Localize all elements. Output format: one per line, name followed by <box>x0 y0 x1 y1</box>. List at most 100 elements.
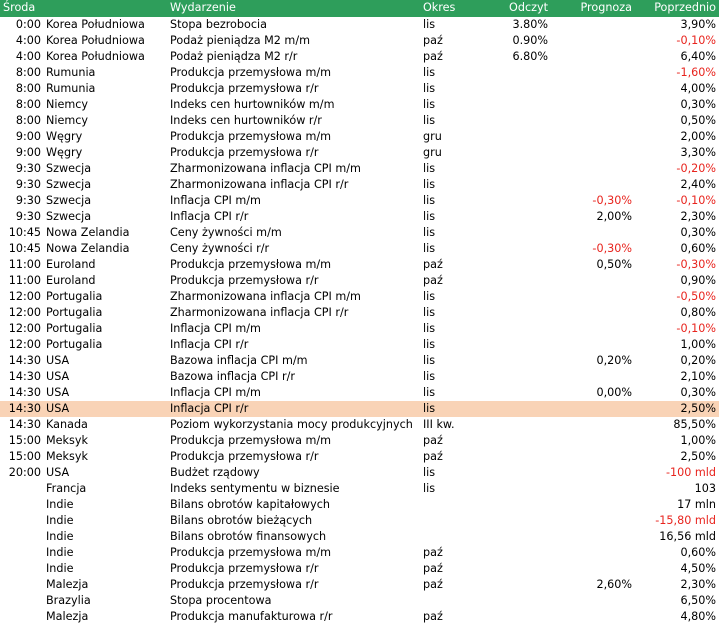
table-row[interactable]: 10:45 Nowa Zelandia Ceny żywności r/r lis -0… <box>0 241 719 257</box>
table-row[interactable]: Indie Bilans obrotów bieżących -15,80 mld <box>0 513 719 529</box>
table-row[interactable]: 8:00 Niemcy Indeks cen hurtowników r/r lis 0… <box>0 113 719 129</box>
table-row[interactable]: Malezja Produkcja manufakturowa r/r paź 4,8… <box>0 609 719 625</box>
previous-cell: 0,30% <box>680 226 716 239</box>
table-row[interactable]: 15:00 Meksyk Produkcja przemysłowa r/r paź 2… <box>0 449 719 465</box>
event-cell: Inflacja CPI r/r <box>170 338 249 351</box>
time-cell: 9:30 <box>15 210 41 223</box>
country-cell: Malezja <box>46 610 89 623</box>
table-row[interactable]: 12:00 Portugalia Zharmonizowana inflacja C… <box>0 305 719 321</box>
country-cell: Korea Południowa <box>46 18 145 31</box>
period-cell: gru <box>423 130 442 143</box>
previous-cell: 0,60% <box>680 546 716 559</box>
time-cell: 10:45 <box>8 242 41 255</box>
time-cell: 8:00 <box>15 98 41 111</box>
period-cell: lis <box>423 338 436 351</box>
previous-cell: -0,10% <box>676 34 716 47</box>
previous-cell: 0,80% <box>680 306 716 319</box>
table-row[interactable]: 9:30 Szwecja Inflacja CPI m/m lis -0,30% -0,1… <box>0 193 719 209</box>
table-row[interactable]: 9:00 Węgry Produkcja przemysłowa r/r gru 3,3… <box>0 145 719 161</box>
table-row[interactable]: 8:00 Niemcy Indeks cen hurtowników m/m lis 0… <box>0 97 719 113</box>
previous-cell: 2,50% <box>680 402 716 415</box>
country-cell: Szwecja <box>46 210 92 223</box>
time-cell: 9:00 <box>15 146 41 159</box>
country-cell: Nowa Zelandia <box>46 226 130 239</box>
table-row[interactable]: Indie Produkcja przemysłowa r/r paź 4,50% <box>0 561 719 577</box>
table-row[interactable]: 4:00 Korea Południowa Podaż pieniądza M2 r… <box>0 49 719 65</box>
table-row[interactable]: 10:45 Nowa Zelandia Ceny żywności m/m lis 0,… <box>0 225 719 241</box>
event-cell: Produkcja przemysłowa r/r <box>170 146 319 159</box>
table-row-highlighted[interactable]: 14:30 USA Inflacja CPI r/r lis 2,50% <box>0 401 719 417</box>
event-cell: Zharmonizowana inflacja CPI m/m <box>170 290 361 303</box>
table-row[interactable]: 12:00 Portugalia Zharmonizowana inflacja C… <box>0 289 719 305</box>
table-row[interactable]: 11:00 Euroland Produkcja przemysłowa m/m pa… <box>0 257 719 273</box>
table-row[interactable]: Malezja Produkcja przemysłowa r/r paź 2,60%… <box>0 577 719 593</box>
table-row[interactable]: 12:00 Portugalia Inflacja CPI m/m lis -0,10% <box>0 321 719 337</box>
country-cell: Meksyk <box>46 450 88 463</box>
previous-cell: 0,60% <box>680 242 716 255</box>
country-cell: Francja <box>46 482 87 495</box>
table-row[interactable]: 4:00 Korea Południowa Podaż pieniądza M2 m… <box>0 33 719 49</box>
table-row[interactable]: 0:00 Korea Południowa Stopa bezrobocia lis 3… <box>0 17 719 33</box>
event-cell: Inflacja CPI m/m <box>170 194 261 207</box>
time-cell: 14:30 <box>8 370 41 383</box>
table-row[interactable]: 9:30 Szwecja Inflacja CPI r/r lis 2,00% 2,30% <box>0 209 719 225</box>
table-row[interactable]: 14:30 USA Bazowa inflacja CPI r/r lis 2,10% <box>0 369 719 385</box>
table-row[interactable]: 9:30 Szwecja Zharmonizowana inflacja CPI r… <box>0 177 719 193</box>
event-cell: Produkcja przemysłowa r/r <box>170 578 319 591</box>
previous-cell: 2,40% <box>680 178 716 191</box>
header-forecast: Prognoza <box>580 1 632 14</box>
table-row[interactable]: 15:00 Meksyk Produkcja przemysłowa m/m paź 1… <box>0 433 719 449</box>
time-cell: 12:00 <box>8 306 41 319</box>
table-row[interactable]: 14:30 USA Inflacja CPI m/m lis 0,00% 0,30% <box>0 385 719 401</box>
time-cell: 12:00 <box>8 290 41 303</box>
table-row[interactable]: 20:00 USA Budżet rządowy lis -100 mld <box>0 465 719 481</box>
table-row[interactable]: 14:30 Kanada Poziom wykorzystania mocy pro… <box>0 417 719 433</box>
previous-cell: 2,50% <box>680 450 716 463</box>
country-cell: Euroland <box>46 258 96 271</box>
table-row[interactable]: Brazylia Stopa procentowa 6,50% <box>0 593 719 609</box>
table-row[interactable]: Indie Bilans obrotów finansowych 16,56 mld <box>0 529 719 545</box>
time-cell: 4:00 <box>15 34 41 47</box>
event-cell: Bazowa inflacja CPI r/r <box>170 370 295 383</box>
period-cell: paź <box>423 258 443 271</box>
country-cell: Indie <box>46 498 74 511</box>
table-row[interactable]: 9:00 Węgry Produkcja przemysłowa m/m gru 2,0… <box>0 129 719 145</box>
table-row[interactable]: 12:00 Portugalia Inflacja CPI r/r lis 1,00% <box>0 337 719 353</box>
table-row[interactable]: 14:30 USA Bazowa inflacja CPI m/m lis 0,20% 0… <box>0 353 719 369</box>
event-cell: Inflacja CPI r/r <box>170 210 249 223</box>
period-cell: lis <box>423 242 436 255</box>
period-cell: paź <box>423 546 443 559</box>
previous-cell: -0,50% <box>676 290 716 303</box>
period-cell: gru <box>423 146 442 159</box>
event-cell: Poziom wykorzystania mocy produkcyjnych <box>170 418 413 431</box>
table-row[interactable]: 9:30 Szwecja Zharmonizowana inflacja CPI m… <box>0 161 719 177</box>
event-cell: Produkcja przemysłowa r/r <box>170 82 319 95</box>
country-cell: Portugalia <box>46 322 103 335</box>
country-cell: Meksyk <box>46 434 88 447</box>
previous-cell: 17 mln <box>677 498 716 511</box>
event-cell: Bilans obrotów bieżących <box>170 514 313 527</box>
country-cell: Portugalia <box>46 290 103 303</box>
previous-cell: -1,60% <box>676 66 716 79</box>
table-row[interactable]: 8:00 Rumunia Produkcja przemysłowa r/r lis 4… <box>0 81 719 97</box>
table-row[interactable]: Indie Bilans obrotów kapitałowych 17 mln <box>0 497 719 513</box>
table-header: Środa Wydarzenie Okres Odczyt Prognoza P… <box>0 0 719 17</box>
period-cell: lis <box>423 290 436 303</box>
country-cell: Niemcy <box>46 114 89 127</box>
actual-cell: 3.80% <box>512 18 548 31</box>
table-row[interactable]: Francja Indeks sentymentu w biznesie lis 10… <box>0 481 719 497</box>
period-cell: lis <box>423 114 436 127</box>
table-row[interactable]: 11:00 Euroland Produkcja przemysłowa r/r pa… <box>0 273 719 289</box>
country-cell: Węgry <box>46 130 83 143</box>
period-cell: lis <box>423 178 436 191</box>
table-row[interactable]: 8:00 Rumunia Produkcja przemysłowa m/m lis -… <box>0 65 719 81</box>
period-cell: lis <box>423 354 436 367</box>
time-cell: 15:00 <box>8 450 41 463</box>
time-cell: 9:30 <box>15 194 41 207</box>
forecast-cell: 0,50% <box>596 258 632 271</box>
country-cell: USA <box>46 466 70 479</box>
previous-cell: -0,10% <box>676 194 716 207</box>
event-cell: Stopa procentowa <box>170 594 272 607</box>
table-row[interactable]: Indie Produkcja przemysłowa m/m paź 0,60% <box>0 545 719 561</box>
previous-cell: 1,00% <box>680 434 716 447</box>
